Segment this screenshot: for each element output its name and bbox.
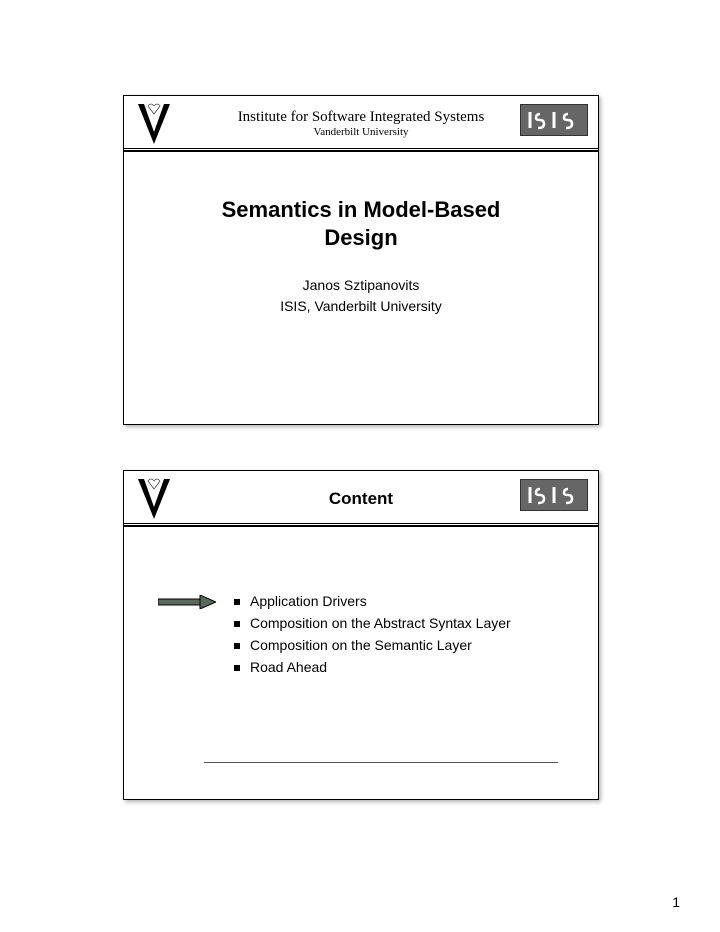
bullet-item: Road Ahead: [234, 659, 598, 675]
arrow-icon: [158, 595, 216, 609]
author-affiliation: ISIS, Vanderbilt University: [124, 296, 598, 317]
bullet-item: Application Drivers: [234, 593, 598, 609]
university-name: Vanderbilt University: [238, 126, 485, 139]
bullet-text: Composition on the Semantic Layer: [250, 637, 472, 653]
slide1-header: Institute for Software Integrated System…: [124, 96, 598, 152]
author-block: Janos Sztipanovits ISIS, Vanderbilt Univ…: [124, 275, 598, 317]
presentation-title-line1: Semantics in Model-Based: [124, 196, 598, 224]
vanderbilt-logo-icon: [134, 100, 174, 148]
header-underline: [124, 148, 598, 149]
vanderbilt-logo-icon: [134, 475, 174, 523]
bullet-square-icon: [234, 665, 240, 671]
bullet-text: Application Drivers: [250, 593, 367, 609]
slide1-header-text: Institute for Software Integrated System…: [238, 108, 485, 139]
page: Institute for Software Integrated System…: [0, 0, 720, 932]
isis-logo-icon: [520, 479, 588, 511]
bullet-square-icon: [234, 643, 240, 649]
bullet-text: Composition on the Abstract Syntax Layer: [250, 615, 511, 631]
institute-name: Institute for Software Integrated System…: [238, 108, 485, 126]
author-name: Janos Sztipanovits: [124, 275, 598, 296]
slide-content: Content: [123, 470, 599, 800]
bullet-item: Composition on the Abstract Syntax Layer: [234, 615, 598, 631]
slide2-title: Content: [329, 489, 393, 509]
header-underline: [124, 523, 598, 524]
page-number: 1: [672, 894, 680, 910]
slide-title: Institute for Software Integrated System…: [123, 95, 599, 425]
footer-rule: [204, 762, 558, 763]
bullet-list: Application Drivers Composition on the A…: [234, 593, 598, 675]
bullet-square-icon: [234, 621, 240, 627]
isis-logo-icon: [520, 104, 588, 136]
bullet-text: Road Ahead: [250, 659, 327, 675]
title-block: Semantics in Model-Based Design: [124, 196, 598, 251]
bullet-item: Composition on the Semantic Layer: [234, 637, 598, 653]
bullet-square-icon: [234, 599, 240, 605]
slide2-header: Content: [124, 471, 598, 527]
presentation-title-line2: Design: [124, 224, 598, 252]
